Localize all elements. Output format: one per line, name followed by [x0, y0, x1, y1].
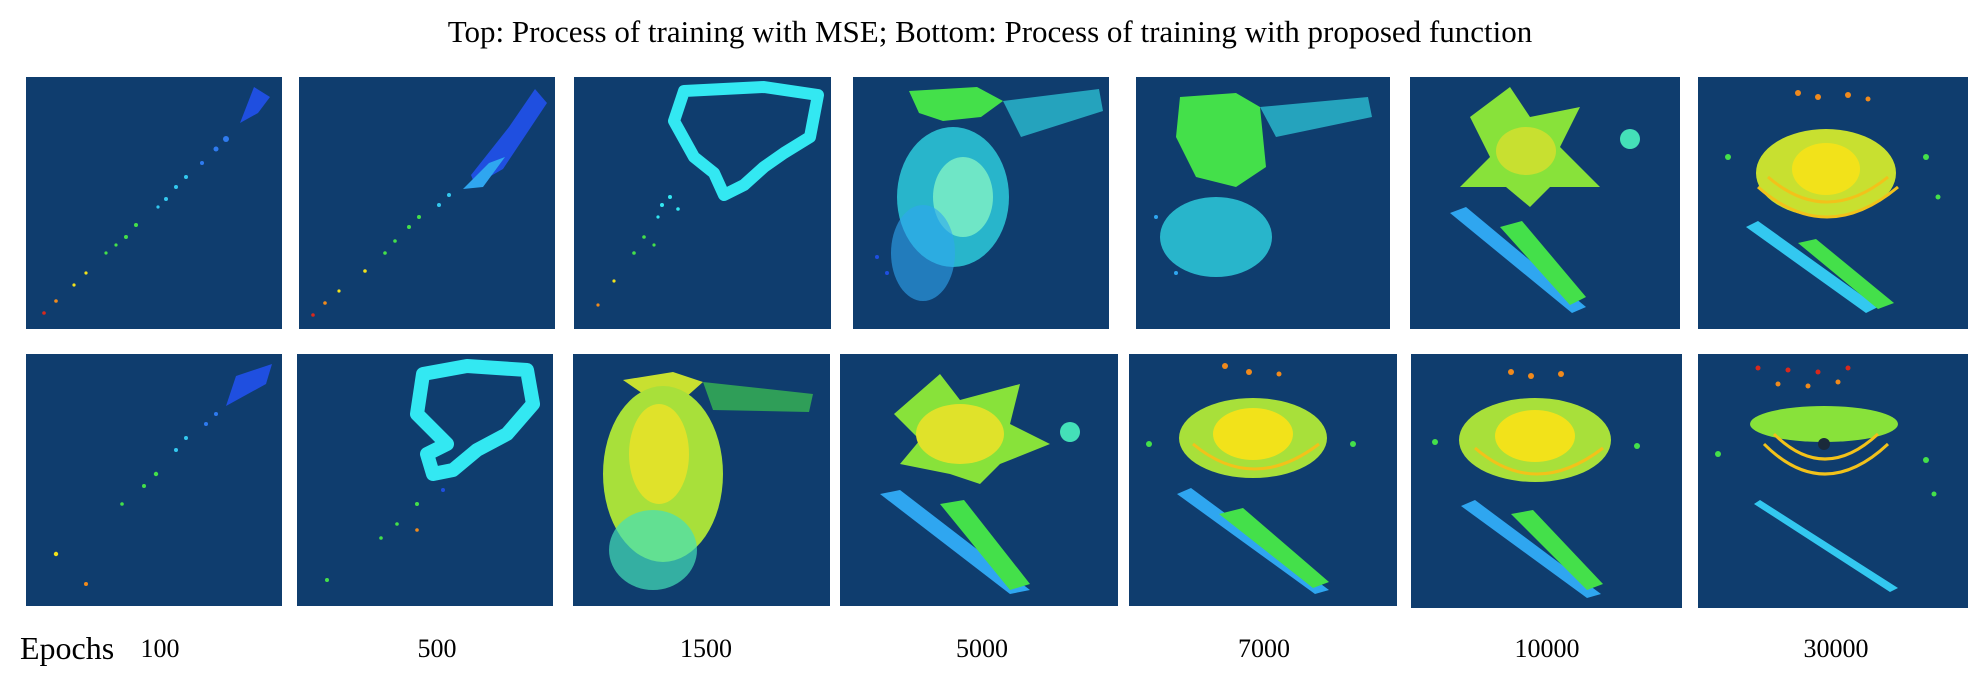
panel-mse-epoch-500	[299, 77, 555, 329]
panel-proposed-epoch-30000	[1698, 354, 1968, 608]
point-cloud-mse-10000	[1450, 87, 1640, 313]
point-cloud-proposed-5000	[880, 374, 1080, 594]
point-cloud-mse-7000	[1154, 93, 1372, 277]
panel-proposed-epoch-10000	[1411, 354, 1682, 608]
panel-mse-epoch-100	[26, 77, 282, 329]
panel-mse-epoch-10000	[1410, 77, 1680, 329]
point-cloud-proposed-1500	[603, 372, 813, 590]
epoch-label-500: 500	[417, 634, 457, 663]
panel-proposed-epoch-500	[297, 354, 553, 606]
epoch-label-10000: 10000	[1514, 634, 1580, 663]
point-cloud-mse-500	[311, 89, 547, 317]
epoch-label-5000: 5000	[956, 634, 1008, 663]
point-cloud-mse-1500	[596, 81, 824, 307]
panel-mse-epoch-1500	[574, 77, 831, 329]
point-cloud-proposed-10000	[1432, 369, 1640, 598]
point-cloud-mse-5000	[875, 87, 1103, 301]
point-cloud-mse-30000	[1725, 90, 1941, 313]
point-cloud-proposed-500	[325, 359, 540, 582]
panel-mse-epoch-5000	[853, 77, 1109, 329]
panel-mse-epoch-30000	[1698, 77, 1968, 329]
point-cloud-mse-100	[42, 87, 270, 315]
panel-proposed-epoch-5000	[840, 354, 1118, 606]
panel-proposed-epoch-7000	[1129, 354, 1397, 606]
point-cloud-proposed-100	[53, 364, 272, 586]
panel-mse-epoch-7000	[1136, 77, 1390, 329]
point-cloud-proposed-7000	[1146, 363, 1356, 594]
panel-proposed-epoch-1500	[573, 354, 830, 606]
epoch-label-30000: 30000	[1803, 634, 1869, 663]
point-cloud-proposed-30000	[1715, 365, 1937, 592]
figure-title: Top: Process of training with MSE; Botto…	[447, 14, 1533, 49]
epochs-axis-label: Epochs	[20, 630, 115, 666]
epoch-label-7000: 7000	[1238, 634, 1290, 663]
epoch-label-1500: 1500	[680, 634, 732, 663]
epoch-label-100: 100	[140, 634, 180, 663]
panel-proposed-epoch-100	[26, 354, 282, 606]
